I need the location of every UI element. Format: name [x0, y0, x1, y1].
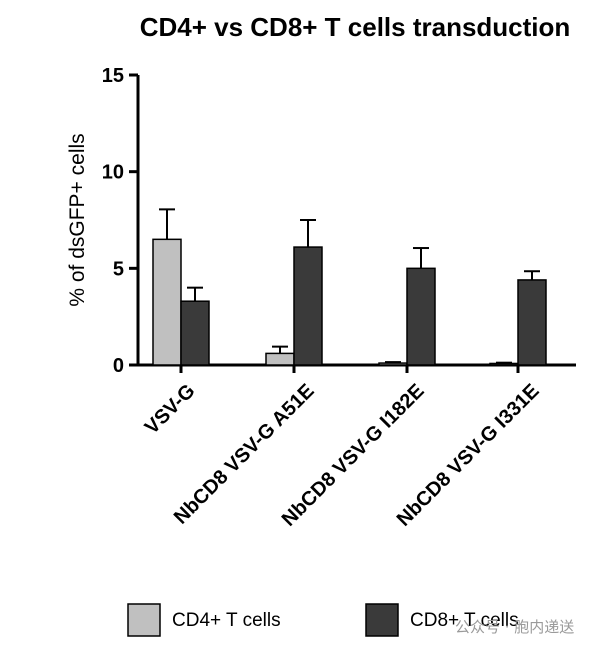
legend: CD4+ T cells CD8+ T cells: [127, 603, 519, 637]
y-tick-label: 0: [113, 355, 124, 377]
bars: [152, 238, 547, 366]
y-tick-label: 10: [102, 162, 124, 184]
y-axis-label: % of dsGFP+ cells: [66, 133, 89, 306]
legend-swatch-cd8: [365, 603, 399, 637]
y-tick-label: 5: [113, 258, 124, 280]
error-bars: [159, 208, 540, 364]
y-ticks: 0 5 10 15: [102, 65, 138, 377]
x-tick-label: VSV-G: [141, 380, 200, 439]
bar-cd8: [180, 300, 210, 366]
bar-cd8: [406, 267, 436, 366]
legend-swatch-cd4: [127, 603, 161, 637]
bar-cd4: [489, 362, 519, 366]
chart-title: CD4+ vs CD8+ T cells transduction: [140, 12, 571, 42]
bar-cd8: [517, 279, 547, 366]
watermark-text: 公众号 · 胞内递送: [455, 618, 574, 636]
legend-label-cd4: CD4+ T cells: [172, 610, 281, 631]
bar-cd4: [378, 362, 408, 366]
bar-cd4: [152, 238, 182, 366]
legend-label-cd8: CD8+ T cells: [410, 610, 519, 631]
bar-cd8: [293, 246, 323, 366]
bar-cd4: [265, 352, 295, 366]
y-tick-label: 15: [102, 65, 124, 87]
